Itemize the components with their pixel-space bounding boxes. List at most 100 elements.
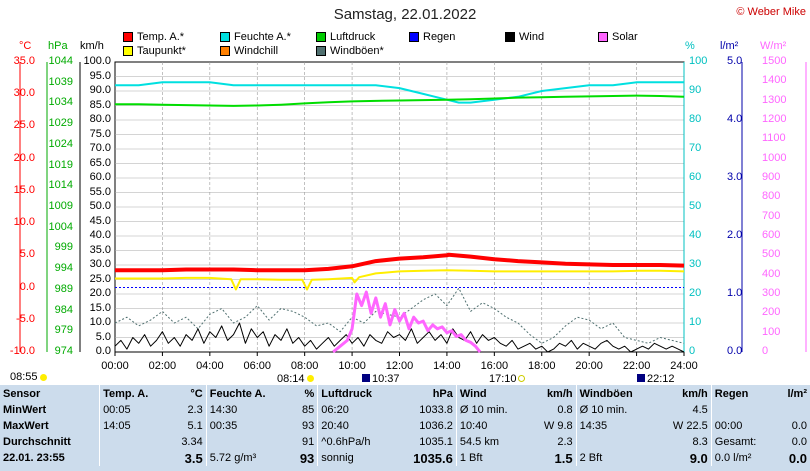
unit-humidity: % <box>685 40 695 52</box>
tick-label-temp: 10.0 <box>13 216 35 229</box>
legend-label: Solar <box>612 31 638 43</box>
tick-label-pressure: 1029 <box>48 117 73 130</box>
legend-item: Regen <box>409 31 455 43</box>
tick-label-solar: 0 <box>762 345 769 357</box>
stats-cell-note: 06:20 <box>317 402 395 418</box>
tick-label-time: 06:00 <box>243 360 272 372</box>
tick-label-pressure: 989 <box>54 282 73 295</box>
tick-label-humidity: 30 <box>689 258 702 270</box>
stats-cell-value: 93 <box>302 420 315 432</box>
series-line-solar <box>332 290 482 354</box>
stats-header-rain: Regen <box>710 385 776 402</box>
stats-unit-pressure: hPa <box>432 387 453 400</box>
tick-label-time: 24:00 <box>670 360 698 372</box>
stats-cell-value: 85 <box>302 404 315 416</box>
stats-cell-note: 54.5 km <box>455 434 529 450</box>
tick-label-wind: 45.0 <box>89 214 111 227</box>
tick-label-solar: 700 <box>762 209 781 222</box>
copyright-label: © Weber Mike <box>736 6 806 18</box>
stats-cell-note: 1 Bft <box>455 450 529 466</box>
stats-cell-note: 14:30 <box>205 402 290 418</box>
tick-label-solar: 1000 <box>762 151 787 164</box>
tick-label-temp: 35.0 <box>13 55 35 67</box>
stats-header-wind: Wind <box>455 385 529 402</box>
stats-header-row: Sensor Temp. A. °C Feuchte A. % Luftdruc… <box>0 385 810 402</box>
stats-cell-value: 0.0 <box>791 420 807 432</box>
unit-wind: km/h <box>80 40 104 52</box>
stats-cell-note <box>99 434 169 450</box>
stats-cell-note: ^0.6hPa/h <box>317 434 395 450</box>
tick-label-wind: 10.0 <box>89 316 111 328</box>
stats-cell-note: 00:05 <box>99 402 169 418</box>
tick-label-wind: 70.0 <box>89 142 111 154</box>
stats-cell-note: Gesamt: <box>710 434 776 450</box>
tick-label-humidity: 50 <box>689 200 702 212</box>
stats-cell-value: 8.3 <box>692 436 708 448</box>
tick-label-wind: 55.0 <box>89 185 111 198</box>
legend-label: Regen <box>423 31 456 43</box>
legend-label: Taupunkt* <box>137 45 186 57</box>
tick-label-temp: 0.0 <box>19 280 35 293</box>
stats-cell-value: 5.1 <box>187 420 203 432</box>
moonrise-label: 10:37 <box>372 373 400 385</box>
legend-item: Windchill <box>220 45 278 57</box>
legend-swatch <box>316 32 326 42</box>
stats-unit-humidity: % <box>304 387 315 400</box>
stats-cell-note <box>710 402 776 418</box>
legend-item: Feuchte A.* <box>220 31 291 43</box>
stats-header-pressure: Luftdruck <box>317 385 395 402</box>
legend-swatch <box>505 32 515 42</box>
unit-solar: W/m² <box>760 40 787 52</box>
sunset-icon <box>518 375 525 382</box>
stats-cell-value: 0.0 <box>791 436 807 448</box>
tick-label-wind: 85.0 <box>89 98 111 111</box>
stats-cell-note <box>205 434 290 450</box>
sunrise-label: 08:14 <box>277 373 305 385</box>
tick-label-wind: 90.0 <box>89 84 111 96</box>
tick-label-rain: 3.0 <box>727 171 743 183</box>
stats-cell-value: 1033.8 <box>419 404 453 416</box>
legend-label: Windböen* <box>330 45 384 57</box>
tick-label-humidity: 10 <box>689 316 702 328</box>
stats-cell-note: 5.72 g/m³ <box>205 450 290 466</box>
stats-cell-note <box>99 450 169 466</box>
tick-label-pressure: 1009 <box>48 200 73 212</box>
stats-row: 22.01. 23:55 3.5 5.72 g/m³ 93 sonnig 1035.6 1 … <box>0 450 810 466</box>
tick-label-wind: 65.0 <box>89 156 111 169</box>
stats-cell-value: 2.3 <box>557 436 573 448</box>
legend-label: Wind <box>519 31 545 43</box>
series-line-tempa <box>115 252 685 273</box>
stats-cell-note: 00:35 <box>205 418 290 434</box>
stats-cell-value: 4.5 <box>692 404 708 416</box>
stats-cell-note <box>575 434 656 450</box>
tick-label-pressure: 1044 <box>48 55 73 67</box>
stats-row: MinWert 00:05 2.3 14:30 85 06:20 1033.8 Ø 10 mi… <box>0 402 810 418</box>
tick-label-time: 00:00 <box>101 360 129 372</box>
tick-label-solar: 400 <box>762 267 781 280</box>
tick-label-pressure: 984 <box>54 303 73 316</box>
tick-label-time: 12:00 <box>385 360 414 372</box>
tick-label-wind: 20.0 <box>89 287 111 299</box>
legend-item: Temp. A.* <box>123 31 184 43</box>
tick-label-time: 18:00 <box>527 360 556 372</box>
stats-cell-note: 2 Bft <box>575 450 656 466</box>
tick-label-pressure: 1019 <box>48 158 73 171</box>
stats-unit-gusts: km/h <box>682 387 708 400</box>
tick-label-wind: 30.0 <box>89 258 111 270</box>
stats-row-label: Durchschnitt <box>3 436 71 448</box>
legend-swatch <box>123 32 133 42</box>
stats-header-humidity: Feuchte A. <box>205 385 290 402</box>
tick-label-rain: 4.0 <box>727 113 743 125</box>
tick-label-humidity: 90 <box>689 84 702 96</box>
stats-cell-value: 0.8 <box>557 404 573 416</box>
left-time-label: 08:55 <box>10 371 38 383</box>
tick-label-humidity: 60 <box>689 171 702 183</box>
stats-table: Sensor Temp. A. °C Feuchte A. % Luftdruc… <box>0 385 810 471</box>
tick-label-rain: 0.0 <box>727 345 743 357</box>
unit-temp: °C <box>19 40 32 52</box>
stats-cell-note: 10:40 <box>455 418 529 434</box>
tick-label-time: 10:00 <box>338 360 366 372</box>
stats-cell-note: Ø 10 min. <box>455 402 529 418</box>
stats-cell-value: 91 <box>302 436 315 448</box>
tick-label-solar: 800 <box>762 190 781 203</box>
